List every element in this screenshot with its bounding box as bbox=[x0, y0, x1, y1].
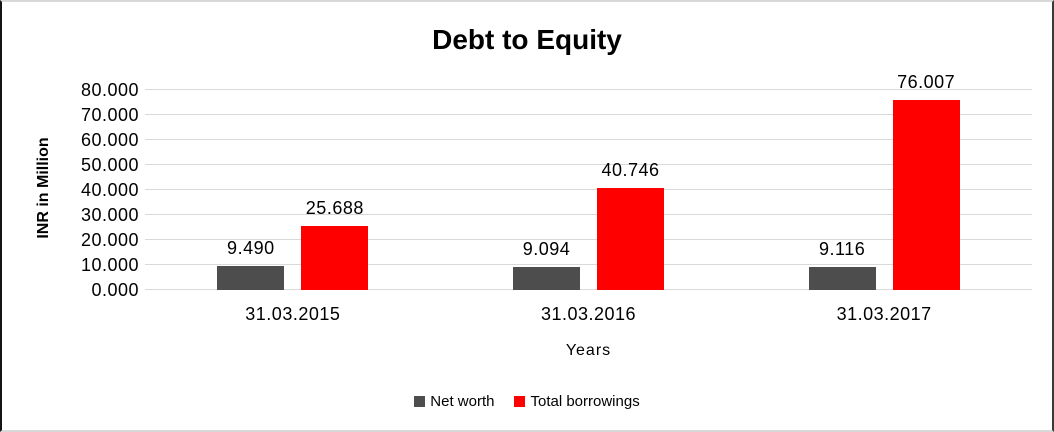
gridline bbox=[145, 164, 1032, 165]
y-axis-tick-labels: 0.000 10.000 20.000 30.000 40.000 50.000 60.00… bbox=[2, 80, 139, 300]
bar-group: 9.490 25.688 bbox=[145, 90, 441, 290]
plot-area: 9.490 25.688 9.094 40.746 9.116 76.007 bbox=[145, 72, 1032, 290]
legend-label: Total borrowings bbox=[530, 393, 640, 410]
legend-swatch-icon bbox=[414, 396, 426, 407]
y-tick-label: 80.000 bbox=[80, 80, 139, 100]
bar-total-borrowings: 25.688 bbox=[301, 198, 369, 290]
gridline bbox=[145, 239, 1032, 240]
data-label: 9.490 bbox=[227, 238, 275, 259]
bar-group: 9.094 40.746 bbox=[441, 90, 737, 290]
bar-net-worth: 9.094 bbox=[512, 239, 580, 290]
x-category-label: 31.03.2015 bbox=[245, 304, 341, 324]
gridline bbox=[145, 264, 1032, 265]
gridline bbox=[145, 139, 1032, 140]
bar-total-borrowings: 76.007 bbox=[892, 72, 960, 290]
gridline bbox=[145, 214, 1032, 215]
legend: Net worth Total borrowings bbox=[2, 393, 1052, 410]
bar-net-worth: 9.116 bbox=[808, 239, 876, 290]
data-label: 76.007 bbox=[897, 71, 956, 92]
x-axis-title: Years bbox=[565, 342, 612, 359]
data-label: 9.116 bbox=[819, 239, 866, 260]
bar-group: 9.116 76.007 bbox=[736, 72, 1032, 290]
y-tick-label: 40.000 bbox=[80, 180, 139, 200]
data-label: 9.094 bbox=[522, 239, 571, 260]
data-label: 25.688 bbox=[305, 197, 364, 218]
y-tick-label: 10.000 bbox=[80, 255, 139, 275]
legend-swatch-icon bbox=[514, 396, 526, 407]
x-category-label: 31.03.2016 bbox=[540, 304, 637, 324]
y-tick-label: 20.000 bbox=[80, 230, 139, 250]
chart-title: Debt to Equity bbox=[432, 24, 622, 55]
gridline bbox=[145, 89, 1032, 90]
legend-label: Net worth bbox=[430, 393, 495, 410]
bar-net-worth: 9.490 bbox=[217, 238, 285, 290]
y-tick-label: 50.000 bbox=[80, 155, 139, 175]
x-category-label: 31.03.2017 bbox=[836, 304, 932, 324]
legend-item-net-worth: Net worth bbox=[414, 393, 494, 410]
y-tick-label: 60.000 bbox=[80, 130, 139, 150]
y-tick-label: 0.000 bbox=[91, 280, 139, 300]
legend-item-total-borrowings: Total borrowings bbox=[514, 393, 640, 410]
gridline bbox=[145, 189, 1032, 190]
y-tick-label: 70.000 bbox=[80, 105, 139, 125]
x-axis-category-labels: 31.03.2015 31.03.2016 31.03.2017 bbox=[145, 304, 1032, 325]
bar-total-borrowings: 40.746 bbox=[596, 160, 664, 290]
data-label: 40.746 bbox=[601, 160, 660, 181]
y-tick-label: 30.000 bbox=[80, 205, 139, 225]
gridline bbox=[145, 114, 1032, 115]
gridline bbox=[145, 289, 1032, 290]
